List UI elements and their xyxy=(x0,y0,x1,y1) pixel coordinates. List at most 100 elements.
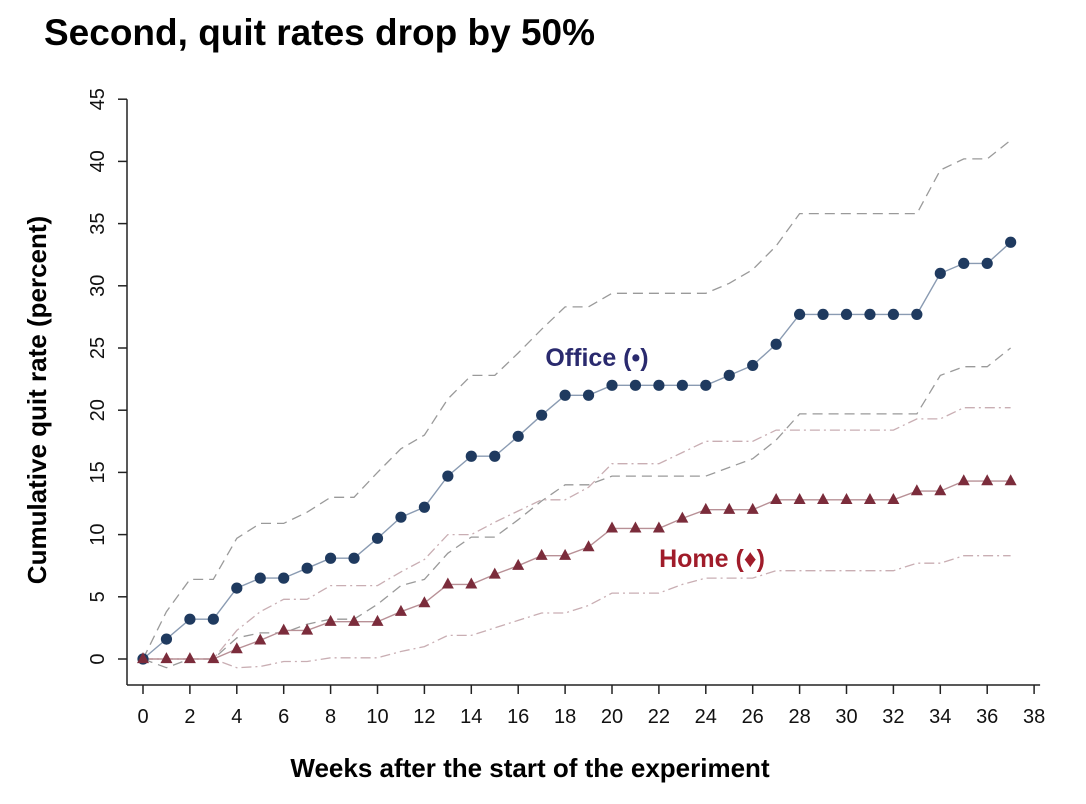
office-data-point xyxy=(559,389,571,401)
x-tick-label: 4 xyxy=(231,706,242,728)
office-data-point xyxy=(723,369,735,381)
chart-title: Second, quit rates drop by 50% xyxy=(44,12,596,53)
y-axis-title: Cumulative quit rate (percent) xyxy=(22,216,52,584)
home-data-point xyxy=(793,492,806,504)
home-data-point xyxy=(254,633,267,645)
x-tick-label: 14 xyxy=(460,706,482,728)
y-tick-label: 0 xyxy=(87,653,109,664)
y-tick-label: 5 xyxy=(87,591,109,602)
x-tick-label: 16 xyxy=(507,706,529,728)
office-series-line xyxy=(142,241,1012,660)
home-data-point xyxy=(1004,474,1017,486)
x-tick-label: 26 xyxy=(742,706,764,728)
x-tick-label: 32 xyxy=(882,706,904,728)
home-data-point xyxy=(957,474,970,486)
home-data-point xyxy=(512,558,525,570)
home-data-point xyxy=(348,614,361,626)
office-data-point xyxy=(629,379,642,391)
home-data-point xyxy=(676,511,689,523)
home-data-point xyxy=(723,502,736,514)
home-data-point xyxy=(160,652,173,664)
series-markers xyxy=(137,236,1017,665)
x-tick-label: 30 xyxy=(835,706,857,728)
x-tick-label: 12 xyxy=(413,706,435,728)
home-data-point xyxy=(910,484,923,496)
office-data-point xyxy=(606,379,618,391)
home-data-point xyxy=(488,567,501,579)
office-data-point xyxy=(254,572,266,584)
office-ci-upper-line xyxy=(142,139,1012,660)
home-data-point xyxy=(277,623,290,635)
home-data-point xyxy=(746,502,759,514)
office-data-point xyxy=(864,308,876,321)
office-data-point xyxy=(301,562,313,574)
home-data-point xyxy=(770,492,783,504)
home-data-point xyxy=(441,577,454,589)
office-data-point xyxy=(207,613,219,625)
home-data-point xyxy=(324,614,337,626)
x-tick-label: 28 xyxy=(788,706,810,728)
y-tick-label: 30 xyxy=(87,275,109,297)
office-data-point xyxy=(747,359,759,372)
office-data-point xyxy=(840,308,853,321)
x-tick-label: 6 xyxy=(278,706,289,728)
home-data-point xyxy=(371,614,384,626)
y-tick-label: 40 xyxy=(87,150,109,172)
y-tick-label: 45 xyxy=(87,88,109,110)
x-tick-label: 24 xyxy=(695,706,717,728)
x-tick-label: 38 xyxy=(1023,706,1045,728)
x-tick-label: 18 xyxy=(554,706,576,728)
y-tick-label: 35 xyxy=(87,212,109,234)
x-tick-label: 20 xyxy=(601,706,623,728)
office-data-point xyxy=(676,379,688,391)
office-data-point xyxy=(1005,236,1017,248)
home-data-point xyxy=(465,577,478,589)
x-tick-label: 8 xyxy=(325,706,336,728)
home-data-point xyxy=(887,492,900,504)
x-tick-label: 22 xyxy=(648,706,670,728)
confidence-bands xyxy=(142,139,1012,669)
x-tick-label: 10 xyxy=(366,706,388,728)
home-data-point xyxy=(559,548,572,560)
y-tick-label: 10 xyxy=(87,523,109,545)
x-axis-title: Weeks after the start of the experiment xyxy=(290,753,770,783)
office-data-point xyxy=(817,308,829,321)
office-data-point xyxy=(418,501,430,513)
office-data-point xyxy=(700,379,712,391)
home-data-point xyxy=(817,492,830,504)
office-data-point xyxy=(887,308,900,321)
home-data-point xyxy=(840,492,853,504)
y-tick-label: 15 xyxy=(87,461,109,483)
home-data-point xyxy=(207,652,220,664)
office-data-point xyxy=(770,338,782,350)
series-label-home: Home (♦) xyxy=(659,545,765,573)
home-data-point xyxy=(934,484,947,496)
x-tick-label: 2 xyxy=(184,706,195,728)
office-data-point xyxy=(794,308,806,321)
home-data-point xyxy=(183,652,196,664)
office-data-point xyxy=(582,389,595,401)
home-data-point xyxy=(418,596,431,608)
x-tick-label: 34 xyxy=(929,706,951,728)
home-data-point xyxy=(652,521,665,533)
home-data-point xyxy=(582,540,595,552)
home-ci-upper-line xyxy=(143,407,1011,660)
office-data-point xyxy=(371,532,384,544)
home-data-point xyxy=(863,492,876,504)
office-data-point xyxy=(512,430,524,442)
series-label-office: Office (•) xyxy=(545,344,648,372)
office-data-point xyxy=(231,582,243,594)
office-ci-lower-line xyxy=(142,347,1012,669)
y-tick-label: 20 xyxy=(87,399,109,421)
home-data-point xyxy=(981,474,994,486)
office-data-point xyxy=(348,552,360,564)
home-data-point xyxy=(629,521,642,533)
home-data-point xyxy=(699,502,712,514)
office-data-point xyxy=(160,633,173,645)
x-tick-label: 36 xyxy=(976,706,998,728)
office-data-point xyxy=(911,308,923,321)
office-data-point xyxy=(395,511,407,523)
office-data-point xyxy=(442,470,454,482)
